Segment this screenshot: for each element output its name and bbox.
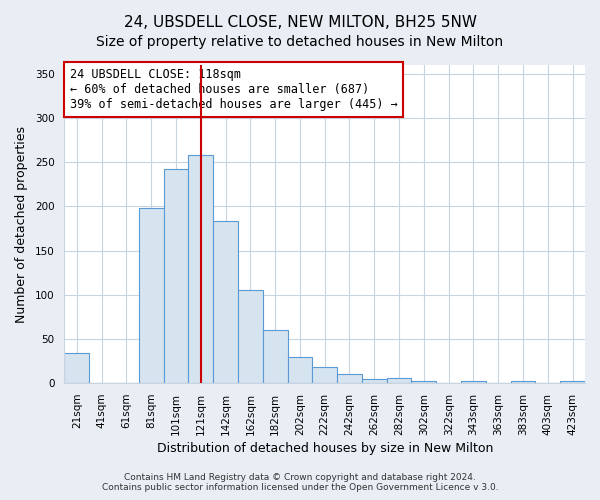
Bar: [461, 380, 486, 383]
Bar: [362, 379, 386, 383]
Bar: [64, 353, 89, 383]
Bar: [213, 222, 238, 383]
X-axis label: Distribution of detached houses by size in New Milton: Distribution of detached houses by size …: [157, 442, 493, 455]
Bar: [263, 330, 287, 383]
Text: 24, UBSDELL CLOSE, NEW MILTON, BH25 5NW: 24, UBSDELL CLOSE, NEW MILTON, BH25 5NW: [124, 15, 476, 30]
Bar: [313, 368, 337, 383]
Bar: [164, 170, 188, 383]
Bar: [139, 208, 164, 383]
Bar: [287, 356, 313, 383]
Bar: [188, 155, 213, 383]
Text: Contains HM Land Registry data © Crown copyright and database right 2024.
Contai: Contains HM Land Registry data © Crown c…: [101, 473, 499, 492]
Bar: [511, 382, 535, 383]
Bar: [412, 382, 436, 383]
Bar: [337, 374, 362, 383]
Text: 24 UBSDELL CLOSE: 118sqm
← 60% of detached houses are smaller (687)
39% of semi-: 24 UBSDELL CLOSE: 118sqm ← 60% of detach…: [70, 68, 397, 111]
Text: Size of property relative to detached houses in New Milton: Size of property relative to detached ho…: [97, 35, 503, 49]
Bar: [238, 290, 263, 383]
Bar: [386, 378, 412, 383]
Y-axis label: Number of detached properties: Number of detached properties: [15, 126, 28, 322]
Bar: [560, 380, 585, 383]
